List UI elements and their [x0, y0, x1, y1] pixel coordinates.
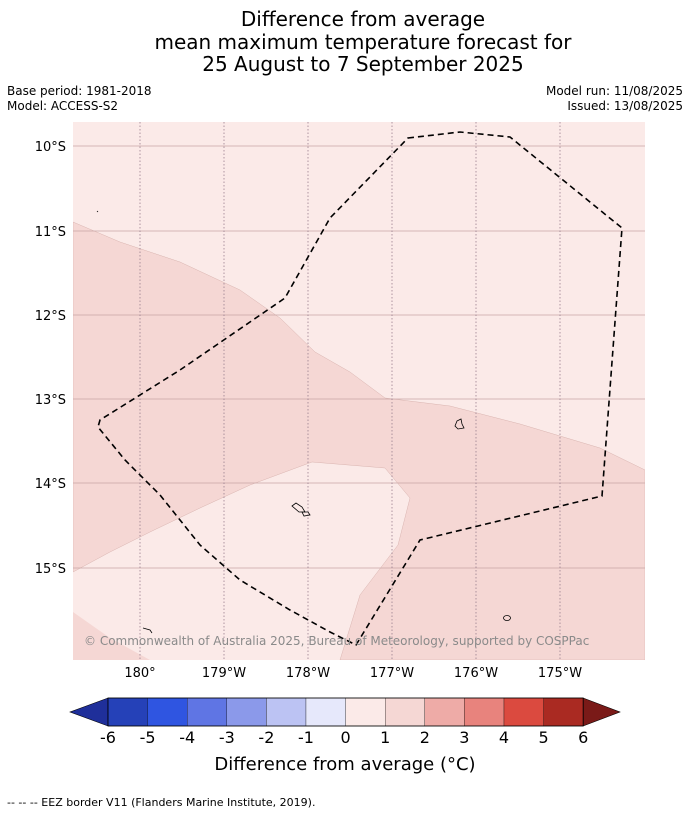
issued-text: Issued: 13/08/2025 — [567, 99, 683, 113]
colorbar-tick: 0 — [341, 728, 351, 747]
lon-label: 180° — [124, 666, 155, 681]
lon-label: 176°W — [454, 666, 498, 681]
colorbar-tick: -4 — [179, 728, 195, 747]
colorbar-arrow-high — [582, 697, 621, 727]
colorbar-swatch — [345, 697, 386, 727]
meta-right: Model run: 11/08/2025 Issued: 13/08/2025 — [546, 84, 683, 114]
meta-left: Base period: 1981-2018 Model: ACCESS-S2 — [7, 84, 152, 114]
colorbar-tick: 1 — [380, 728, 390, 747]
colorbar-label: Difference from average (°C) — [214, 754, 476, 775]
colorbar — [69, 697, 621, 727]
colorbar-swatch — [424, 697, 465, 727]
model-run-text: Model run: 11/08/2025 — [545, 84, 683, 98]
island-2 — [291, 502, 306, 513]
island-1 — [454, 418, 465, 430]
title-line-3: 25 August to 7 September 2025 — [202, 52, 524, 76]
eez-legend-note: -- -- -- EEZ border V11 (Flanders Marine… — [7, 796, 316, 809]
colorbar-swatch — [385, 697, 425, 727]
base-period-text: Base period: 1981-2018 — [7, 84, 152, 98]
lat-label: 10°S — [35, 140, 66, 155]
longitude-labels: 180° 179°W 178°W 177°W 176°W 175°W — [124, 666, 582, 681]
colorbar-tick: -6 — [100, 728, 116, 747]
colorbar-tick: -5 — [140, 728, 156, 747]
map-title: Difference from average mean maximum tem… — [0, 8, 690, 76]
title-line-2: mean maximum temperature forecast for — [154, 29, 572, 54]
island-6 — [96, 210, 99, 213]
colorbar-tick: -3 — [219, 728, 235, 747]
colorbar-tick-labels: -6 -5 -4 -3 -2 -1 0 1 2 3 4 5 6 — [100, 728, 588, 747]
gridlines — [73, 122, 645, 660]
title-line-1: Difference from average — [240, 7, 486, 31]
island-outlines — [96, 210, 511, 634]
map-plot-area: © Commonwealth of Australia 2025, Bureau… — [73, 122, 645, 660]
colorbar-swatch — [147, 697, 188, 727]
island-5 — [142, 627, 153, 634]
colorbar-tick: -1 — [298, 728, 314, 747]
colorbar-tick: 3 — [459, 728, 469, 747]
map-watermark: © Commonwealth of Australia 2025, Bureau… — [84, 634, 589, 648]
lat-label: 12°S — [35, 309, 66, 324]
colorbar-arrow-low — [69, 697, 109, 727]
anomaly-band-1-2-lower — [73, 612, 150, 660]
colorbar-tick: 2 — [420, 728, 430, 747]
colorbar-swatch — [305, 697, 346, 727]
island-3 — [301, 511, 311, 517]
colorbar-swatch — [464, 697, 505, 727]
colorbar-tick: 5 — [539, 728, 549, 747]
colorbar-swatch — [107, 697, 148, 727]
lon-label: 175°W — [538, 666, 582, 681]
lat-label: 14°S — [35, 477, 66, 492]
latitude-labels: 10°S 11°S 12°S 13°S 14°S 15°S — [35, 140, 66, 577]
colorbar-swatch — [543, 697, 584, 727]
model-text: Model: ACCESS-S2 — [7, 99, 119, 113]
anomaly-band-1-2 — [73, 221, 645, 660]
colorbar-frame — [107, 697, 584, 727]
lon-label: 177°W — [370, 666, 414, 681]
colorbar-swatch — [187, 697, 227, 727]
lat-label: 13°S — [35, 393, 66, 408]
colorbar-tick: 6 — [578, 728, 588, 747]
lon-label: 178°W — [286, 666, 330, 681]
lon-label: 179°W — [202, 666, 246, 681]
island-4 — [503, 615, 511, 621]
colorbar-tick: -2 — [258, 728, 274, 747]
lat-label: 15°S — [35, 562, 66, 577]
lat-label: 11°S — [35, 225, 66, 240]
colorbar-tick: 4 — [499, 728, 509, 747]
colorbar-swatch — [266, 697, 307, 727]
colorbar-swatch — [226, 697, 267, 727]
colorbar-swatch — [503, 697, 544, 727]
